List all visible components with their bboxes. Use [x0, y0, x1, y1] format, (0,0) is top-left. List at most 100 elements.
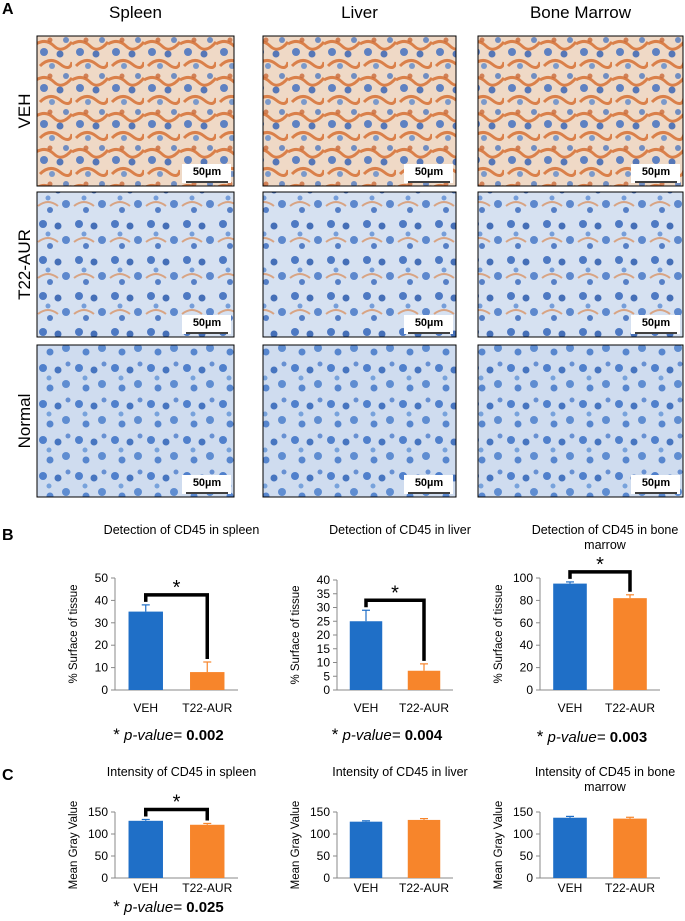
y-tick-label: 100: [513, 827, 533, 841]
chart-title-box: Intensity of CD45 in spleen: [106, 765, 257, 779]
chart-title-box: Intensity of CD45 in bone marrow: [534, 765, 676, 794]
p-value-number: 0.002: [186, 727, 224, 744]
y-tick-label: 20: [317, 628, 331, 642]
significance-star: *: [391, 582, 399, 604]
p-value-label: p-value=: [547, 729, 606, 746]
chart-title-box: Detection of CD45 in liver: [329, 523, 471, 537]
scale-bar-label: 50µm: [642, 477, 671, 489]
p-value-number: 0.003: [610, 729, 648, 746]
bar: [128, 820, 163, 878]
x-tick-label: VEH: [133, 881, 158, 895]
y-tick-label: 5: [323, 669, 330, 683]
significance-bracket: [568, 570, 632, 592]
y-tick-label: 100: [310, 827, 330, 841]
chart-title-box: Detection of CD45 in bone marrow: [532, 523, 679, 552]
bar: [128, 611, 163, 690]
significance-bracket: [144, 807, 209, 821]
scale-bar-label: 50µm: [193, 166, 222, 178]
micrograph: [262, 191, 457, 338]
bar: [407, 819, 441, 878]
chart-title: Intensity of CD45 in liver: [332, 765, 468, 779]
panel-label: B: [2, 527, 14, 544]
y-tick-label: 50: [95, 571, 109, 585]
scale-bar-box: [631, 475, 680, 494]
y-tick-label: 60: [520, 616, 534, 630]
micrograph: [477, 344, 684, 498]
p-value-star: *: [332, 725, 339, 744]
y-tick-label: 20: [95, 638, 109, 652]
y-axis-label: % Surface of tissue: [68, 584, 80, 683]
y-tick-label: 25: [317, 614, 331, 628]
chart-title: Intensity of CD45 in bone marrow: [534, 765, 676, 794]
y-tick-label: 100: [88, 827, 108, 841]
significance-star: *: [596, 554, 604, 576]
column-header: Liver: [341, 3, 378, 22]
y-tick-label: 50: [520, 849, 534, 863]
x-tick-label: VEH: [354, 881, 379, 895]
x-tick-label: VEH: [558, 701, 583, 715]
y-tick-label: 0: [526, 683, 533, 697]
y-tick-label: 150: [513, 805, 533, 819]
y-tick-label: 0: [526, 871, 533, 885]
bar: [613, 818, 647, 878]
y-tick-label: 80: [520, 593, 534, 607]
micrograph: [36, 344, 235, 498]
bar: [553, 817, 587, 878]
y-tick-label: 15: [317, 642, 331, 656]
x-tick-label: T22-AUR: [182, 701, 232, 715]
micrograph: [477, 35, 684, 187]
significance-bracket: [144, 593, 209, 659]
p-value: * p-value= 0.025: [113, 897, 223, 916]
p-value-label: p-value=: [123, 727, 182, 744]
y-axis-label: Mean Gray Value: [493, 801, 505, 890]
scale-bar-box: [182, 315, 231, 334]
row-label: T22-AUR: [15, 229, 34, 300]
micrograph: [262, 344, 457, 498]
scale-bar-label: 50µm: [415, 166, 444, 178]
column-header: Bone Marrow: [530, 3, 632, 22]
significance-bracket: [364, 598, 426, 661]
y-tick-label: 10: [95, 661, 109, 675]
y-tick-label: 30: [317, 601, 331, 615]
bar: [190, 824, 225, 878]
scale-bar-box: [631, 164, 680, 183]
column-header: Spleen: [109, 3, 162, 22]
y-axis-label: % Surface of tissue: [493, 584, 505, 683]
scale-bar-label: 50µm: [415, 317, 444, 329]
scale-bar-box: [404, 164, 453, 183]
y-tick-label: 150: [88, 805, 108, 819]
micrograph: [36, 35, 235, 187]
scale-bar-label: 50µm: [642, 166, 671, 178]
y-axis-label: Mean Gray Value: [290, 801, 302, 890]
scale-bar-box: [182, 164, 231, 183]
bar: [407, 670, 441, 690]
scale-bar-label: 50µm: [193, 477, 222, 489]
y-tick-label: 40: [317, 573, 331, 587]
y-tick-label: 10: [317, 656, 331, 670]
x-tick-label: T22-AUR: [399, 881, 449, 895]
panel-label: A: [2, 1, 14, 18]
significance-star: *: [173, 791, 181, 813]
x-tick-label: VEH: [133, 701, 158, 715]
y-tick-label: 30: [95, 616, 109, 630]
scale-bar-label: 50µm: [642, 317, 671, 329]
x-tick-label: T22-AUR: [605, 701, 655, 715]
p-value-label: p-value=: [123, 899, 182, 916]
significance-star: *: [173, 577, 181, 599]
y-tick-label: 0: [323, 871, 330, 885]
micrograph: [262, 35, 457, 187]
chart-title: Intensity of CD45 in spleen: [106, 765, 257, 779]
y-tick-label: 150: [310, 805, 330, 819]
y-tick-label: 40: [95, 593, 109, 607]
y-tick-label: 0: [101, 683, 108, 697]
p-value-star: *: [537, 727, 544, 746]
p-value: * p-value= 0.002: [113, 725, 223, 744]
p-value-number: 0.004: [405, 727, 443, 744]
scale-bar-box: [404, 475, 453, 494]
bar: [553, 583, 587, 690]
p-value: * p-value= 0.003: [537, 727, 647, 746]
x-tick-label: VEH: [558, 881, 583, 895]
y-axis-label: Mean Gray Value: [68, 801, 80, 890]
